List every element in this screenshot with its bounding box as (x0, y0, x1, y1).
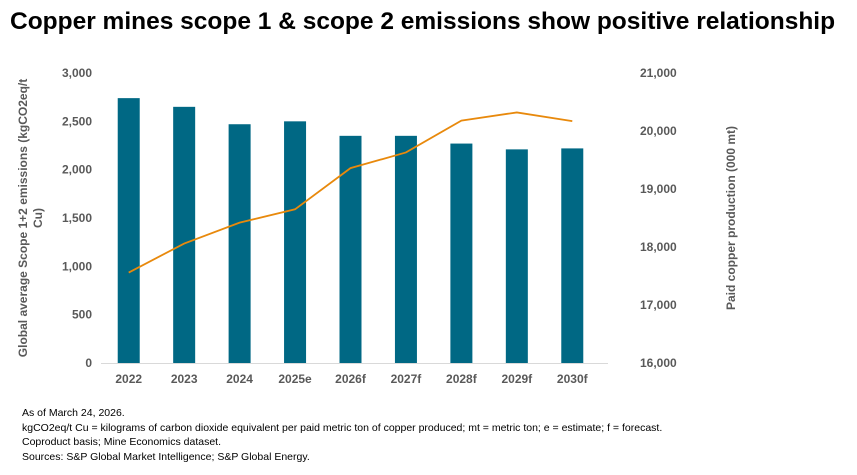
bar-2023 (173, 106, 196, 363)
y-tick-right: 17,000 (640, 298, 677, 312)
note-date: As of March 24, 2026. (22, 407, 125, 419)
y-tick-right: 20,000 (640, 124, 677, 138)
y-tick-left: 1,000 (62, 259, 92, 273)
y-axis-label-left-line1: Global average Scope 1+2 emissions (kgCO… (16, 79, 30, 357)
chart: Global average Scope 1+2 emissions (kgCO… (16, 66, 738, 386)
bar-2024 (228, 124, 251, 363)
note-basis: Coproduct basis; Mine Economics dataset. (22, 436, 222, 448)
y-tick-left: 2,000 (62, 163, 92, 177)
x-tick: 2030f (557, 372, 589, 386)
bar-2022 (117, 98, 140, 363)
x-tick: 2026f (335, 372, 367, 386)
footnotes: As of March 24, 2026. kgCO2eq/t Cu = kil… (22, 406, 662, 464)
y-tick-left: 3,000 (62, 66, 92, 80)
bar-2025e (284, 121, 307, 363)
bar-2026f (339, 135, 362, 363)
y-tick-right: 19,000 (640, 182, 677, 196)
x-tick: 2025e (278, 372, 312, 386)
bar-2027f (394, 135, 417, 363)
x-tick: 2027f (391, 372, 423, 386)
bar-2028f (450, 143, 473, 363)
x-tick: 2028f (446, 372, 478, 386)
y-axis-label-left: Global average Scope 1+2 emissions (kgCO… (16, 79, 45, 357)
note-sources: Sources: S&P Global Market Intelligence;… (22, 450, 310, 463)
bar-2030f (561, 148, 584, 363)
x-tick: 2023 (171, 372, 198, 386)
chart-title: Copper mines scope 1 & scope 2 emissions… (10, 8, 836, 35)
y-axis-label-left-line2: Cu) (31, 208, 45, 228)
y-tick-left: 1,500 (62, 211, 92, 225)
y-tick-left: 500 (72, 308, 92, 322)
y-axis-label-right: Paid copper production (000 mt) (724, 126, 738, 310)
note-definitions: kgCO2eq/t Cu = kilograms of carbon dioxi… (22, 421, 663, 434)
bar-2029f (505, 149, 528, 363)
y-tick-right: 18,000 (640, 240, 677, 254)
x-tick: 2029f (501, 372, 533, 386)
x-tick: 2022 (115, 372, 142, 386)
y-tick-left: 2,500 (62, 114, 92, 128)
x-tick: 2024 (226, 372, 253, 386)
y-tick-left: 0 (85, 356, 92, 370)
y-tick-right: 21,000 (640, 66, 677, 80)
y-tick-right: 16,000 (640, 356, 677, 370)
